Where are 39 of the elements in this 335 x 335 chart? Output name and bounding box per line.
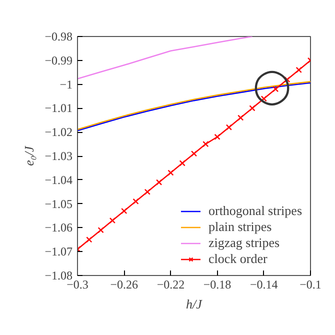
legend-label: plain stripes xyxy=(208,219,272,235)
point xyxy=(202,140,209,148)
point xyxy=(190,150,198,157)
point xyxy=(179,160,186,166)
x-axis-title: h/J xyxy=(186,296,204,312)
point xyxy=(238,114,244,121)
x-tick-label: −0.22 xyxy=(156,278,185,292)
point xyxy=(132,198,139,204)
x-tick-label: −0.1 xyxy=(300,278,322,292)
point xyxy=(109,217,116,224)
y-tick-label: −0.99 xyxy=(44,53,73,68)
y-tick-label: −1 xyxy=(60,77,73,92)
y-tick-label: −0.98 xyxy=(44,30,73,44)
y-tick-label: −1.07 xyxy=(44,244,73,259)
y-tick-label: −1.06 xyxy=(44,220,73,235)
point xyxy=(214,134,220,140)
point xyxy=(121,208,128,214)
y-axis-title: e₀/J xyxy=(22,144,37,166)
y-tick-label: −1.05 xyxy=(44,196,73,211)
point xyxy=(86,236,92,243)
line-series xyxy=(78,36,253,80)
legend-label: clock order xyxy=(208,251,268,267)
x-tick-label: −0.26 xyxy=(110,278,138,292)
y-tick-label: −1.04 xyxy=(44,172,73,187)
x-tick-label: −0.18 xyxy=(203,278,232,292)
legend-label: zigzag stripes xyxy=(208,235,280,251)
legend-label: orthogonal stripes xyxy=(208,203,302,219)
point xyxy=(168,170,174,176)
point xyxy=(144,188,150,195)
y-tick-label: −1.02 xyxy=(44,125,73,140)
point xyxy=(296,66,302,74)
point xyxy=(249,105,256,112)
y-tick-label: −1.01 xyxy=(44,101,73,116)
y-tick-label: −1.08 xyxy=(44,268,73,282)
point xyxy=(156,179,162,186)
x-tick-label: −0.14 xyxy=(250,278,278,292)
y-tick-label: −1.03 xyxy=(44,149,73,163)
point xyxy=(98,227,104,234)
point xyxy=(226,124,232,130)
